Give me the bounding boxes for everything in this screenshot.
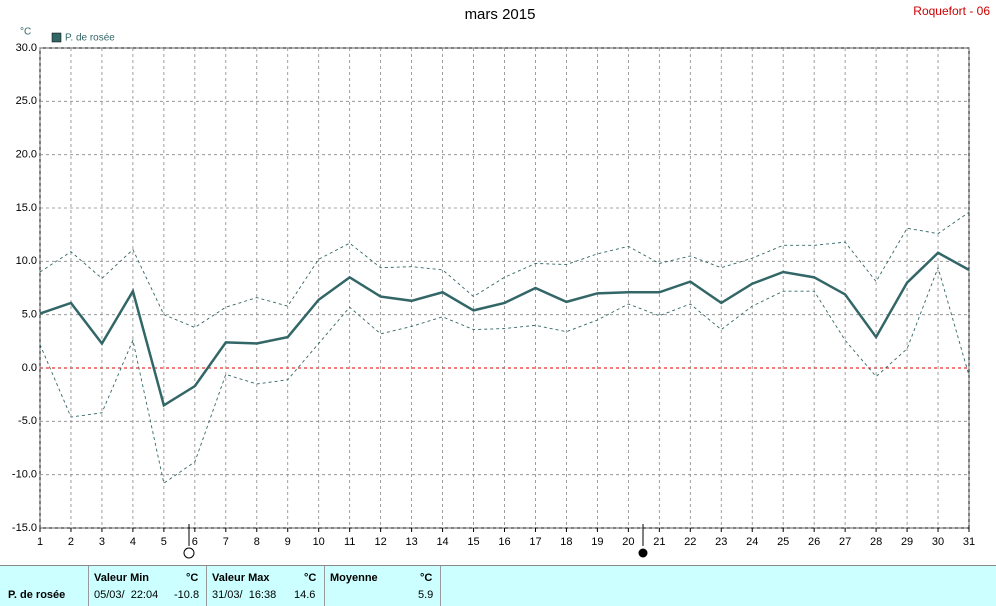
y-tick-label: 25.0	[16, 95, 37, 107]
y-unit: °C	[20, 27, 31, 38]
x-tick-label: 28	[870, 536, 882, 548]
x-tick-label: 29	[901, 536, 913, 548]
y-tick-label: 30.0	[16, 42, 37, 54]
x-tick-label: 2	[68, 536, 74, 548]
x-tick-label: 17	[529, 536, 541, 548]
x-tick-label: 8	[254, 536, 260, 548]
x-tick-label: 20	[622, 536, 634, 548]
x-tick-label: 22	[684, 536, 696, 548]
chart-title: mars 2015	[465, 6, 536, 23]
mean-value: 5.9	[418, 589, 434, 601]
moon-icon	[183, 547, 195, 559]
y-tick-label: -10.0	[12, 469, 37, 481]
y-tick-label: 5.0	[22, 309, 37, 321]
x-tick-label: 26	[808, 536, 820, 548]
row-label: P. de rosée	[8, 589, 66, 601]
max-date: 31/03/ 16:38	[212, 589, 277, 601]
x-tick-label: 14	[436, 536, 448, 548]
x-tick-label: 9	[285, 536, 291, 548]
max-value: 14.6	[294, 589, 316, 601]
x-tick-label: 16	[498, 536, 510, 548]
x-tick-label: 3	[99, 536, 105, 548]
x-tick-label: 25	[777, 536, 789, 548]
y-tick-label: -15.0	[12, 522, 37, 534]
x-tick-label: 7	[223, 536, 229, 548]
series-line	[39, 251, 970, 408]
x-tick-label: 15	[467, 536, 479, 548]
min-header: Valeur Min	[94, 572, 150, 584]
y-tick-label: 20.0	[16, 149, 37, 161]
range-line	[39, 266, 970, 484]
separator	[440, 566, 441, 606]
x-tick-label: 11	[344, 536, 355, 548]
x-tick-label: 27	[839, 536, 851, 548]
mean-header: Moyenne	[330, 572, 378, 584]
x-tick-label: 1	[37, 536, 43, 548]
y-tick-label: 15.0	[16, 202, 37, 214]
y-tick-label: -5.0	[18, 415, 37, 427]
x-tick-label: 4	[130, 536, 136, 548]
range-line	[39, 211, 970, 328]
x-tick-label: 24	[746, 536, 758, 548]
x-tick-label: 21	[653, 536, 665, 548]
x-tick-label: 23	[715, 536, 727, 548]
min-unit: °C	[186, 572, 199, 584]
x-tick-label: 19	[591, 536, 603, 548]
legend-swatch	[51, 32, 62, 43]
x-tick-label: 13	[405, 536, 417, 548]
min-value: -10.8	[174, 589, 200, 601]
x-tick-label: 5	[161, 536, 167, 548]
separator	[88, 566, 89, 606]
x-tick-label: 31	[963, 536, 975, 548]
x-tick-label: 18	[560, 536, 572, 548]
summary-table: P. de rosée Valeur Min °C 05/03/ 22:04 -…	[0, 565, 996, 606]
x-tick-label: 12	[375, 536, 387, 548]
max-unit: °C	[304, 572, 317, 584]
separator	[206, 566, 207, 606]
chart: mars 2015 Roquefort - 06 °C P. de rosée …	[12, 4, 990, 559]
y-tick-label: 0.0	[22, 362, 37, 374]
legend-label: P. de rosée	[65, 33, 115, 44]
y-tick-label: 10.0	[16, 255, 37, 267]
max-header: Valeur Max	[212, 572, 270, 584]
separator	[324, 566, 325, 606]
moon-icon	[638, 548, 648, 558]
x-tick-label: 10	[313, 536, 325, 548]
station-label: Roquefort - 06	[913, 4, 990, 18]
x-tick-label: 30	[932, 536, 944, 548]
x-tick-label: 6	[192, 536, 198, 548]
mean-unit: °C	[420, 572, 433, 584]
min-date: 05/03/ 22:04	[94, 589, 159, 601]
